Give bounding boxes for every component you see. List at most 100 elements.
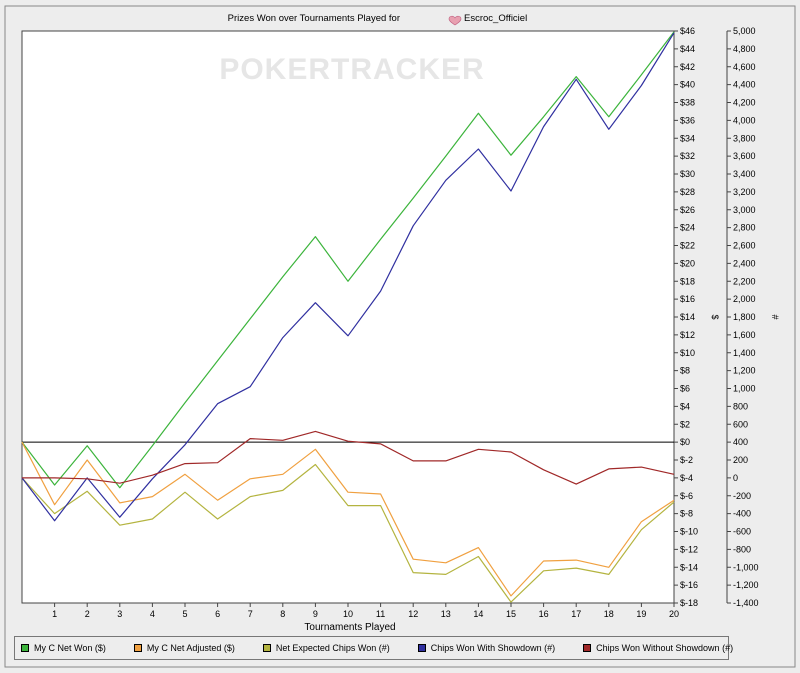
x-tick-label: 12 [408, 609, 418, 619]
x-tick-label: 1 [52, 609, 57, 619]
series-line-2 [21, 463, 675, 603]
y-left-tick-label: $30 [680, 169, 695, 179]
y-right-tick-label: 600 [733, 419, 748, 429]
x-axis-label: Tournaments Played [304, 622, 395, 633]
x-tick-label: 7 [248, 609, 253, 619]
y-right-tick-label: 4,800 [733, 44, 756, 54]
x-tick-label: 9 [313, 609, 318, 619]
x-tick-label: 2 [85, 609, 90, 619]
chart-player-name: Escroc_Officiel [464, 13, 527, 24]
legend-item-3: Chips Won With Showdown (#) [417, 643, 556, 653]
y-left-tick-label: $22 [680, 241, 695, 251]
chart-legend: My C Net Won ($) My C Net Adjusted ($) Net… [14, 636, 733, 660]
y-left-tick-label: $10 [680, 348, 695, 358]
y-left-tick-label: $-14 [680, 562, 698, 572]
y-left-tick-label: $44 [680, 44, 695, 54]
y-right-tick-label: 4,600 [733, 62, 756, 72]
x-tick-label: 19 [636, 609, 646, 619]
y-right-tick-label: 3,600 [733, 151, 756, 161]
x-tick-label: 10 [343, 609, 353, 619]
y-right-tick-label: 4,400 [733, 80, 756, 90]
x-tick-label: 16 [539, 609, 549, 619]
y-right-tick-label: -200 [733, 491, 751, 501]
y-right-tick-label: 3,200 [733, 187, 756, 197]
y-right-tick-label: 800 [733, 401, 748, 411]
series-line-3 [21, 32, 675, 522]
legend-swatch [583, 644, 592, 652]
x-tick-label: 6 [215, 609, 220, 619]
y-right-tick-label: 3,800 [733, 133, 756, 143]
y-right-tick-label: 1,000 [733, 384, 756, 394]
y-left-tick-label: $2 [680, 419, 690, 429]
x-tick-label: 18 [604, 609, 614, 619]
y-left-tick-label: $-18 [680, 598, 698, 608]
x-tick-label: 4 [150, 609, 155, 619]
legend-label: My C Net Adjusted ($) [146, 643, 235, 653]
y-right-tick-label: 2,000 [733, 294, 756, 304]
legend-item-1: My C Net Adjusted ($) [133, 643, 235, 653]
y-left-tick-label: $40 [680, 80, 695, 90]
watermark-logo: POKERTRACKER [219, 53, 484, 86]
x-tick-label: 20 [669, 609, 679, 619]
y-right-tick-label: 3,400 [733, 169, 756, 179]
y-left-tick-label: $-8 [680, 509, 693, 519]
y-right-tick-label: -1,400 [733, 598, 759, 608]
legend-label: Chips Won Without Showdown (#) [596, 643, 734, 653]
y-right-tick-label: 2,600 [733, 241, 756, 251]
y-right-tick-label: 1,400 [733, 348, 756, 358]
y-right-tick-label: 2,400 [733, 258, 756, 268]
legend-label: Net Expected Chips Won (#) [275, 643, 390, 653]
chart-title: Prizes Won over Tournaments Played for [228, 13, 400, 24]
y-right-tick-label: 1,200 [733, 366, 756, 376]
x-tick-label: 17 [571, 609, 581, 619]
y-left-tick-label: $36 [680, 115, 695, 125]
y-left-tick-label: $20 [680, 258, 695, 268]
series-line-0 [21, 31, 675, 489]
y-right-tick-label: 5,000 [733, 26, 756, 36]
y-left-tick-label: $-6 [680, 491, 693, 501]
player-heart-icon [448, 15, 462, 26]
y-right-tick-label: -800 [733, 544, 751, 554]
y-right-tick-label: -1,200 [733, 580, 759, 590]
y-left-tick-label: $34 [680, 133, 695, 143]
x-tick-label: 3 [117, 609, 122, 619]
y-right-tick-label: 4,000 [733, 115, 756, 125]
legend-swatch [21, 644, 29, 652]
y-left-tick-label: $26 [680, 205, 695, 215]
legend-item-0: My C Net Won ($) [21, 643, 106, 653]
legend-item-4: Chips Won Without Showdown (#) [583, 643, 733, 653]
y-right-tick-label: 2,800 [733, 223, 756, 233]
x-tick-label: 13 [441, 609, 451, 619]
y-left-tick-label: $-10 [680, 527, 698, 537]
legend-swatch [262, 644, 271, 652]
y-right-tick-label: 4,200 [733, 98, 756, 108]
y-left-tick-label: $28 [680, 187, 695, 197]
y-left-tick-label: $12 [680, 330, 695, 340]
y-right-tick-label: -600 [733, 527, 751, 537]
y-left-tick-label: $8 [680, 366, 690, 376]
x-tick-label: 5 [182, 609, 187, 619]
x-tick-label: 11 [376, 609, 385, 619]
y-left-tick-label: $6 [680, 384, 690, 394]
legend-swatch [417, 644, 426, 652]
y-left-tick-label: $16 [680, 294, 695, 304]
x-tick-label: 14 [473, 609, 483, 619]
y-left-tick-label: $4 [680, 401, 690, 411]
y-right-tick-label: 400 [733, 437, 748, 447]
y-right-tick-label: 1,600 [733, 330, 756, 340]
x-tick-label: 8 [280, 609, 285, 619]
y-right-tick-label: 3,000 [733, 205, 756, 215]
legend-label: My C Net Won ($) [34, 643, 106, 653]
legend-label: Chips Won With Showdown (#) [430, 643, 556, 653]
y-left-tick-label: $-2 [680, 455, 693, 465]
y-right-axis-label: # [770, 314, 780, 319]
y-left-tick-label: $18 [680, 276, 695, 286]
y-right-tick-label: -400 [733, 509, 751, 519]
y-left-tick-label: $38 [680, 98, 695, 108]
y-left-axis-label: $ [710, 314, 720, 319]
y-left-tick-label: $24 [680, 223, 695, 233]
y-left-tick-label: $14 [680, 312, 695, 322]
series-line-1 [21, 441, 675, 597]
y-left-tick-label: $-16 [680, 580, 698, 590]
